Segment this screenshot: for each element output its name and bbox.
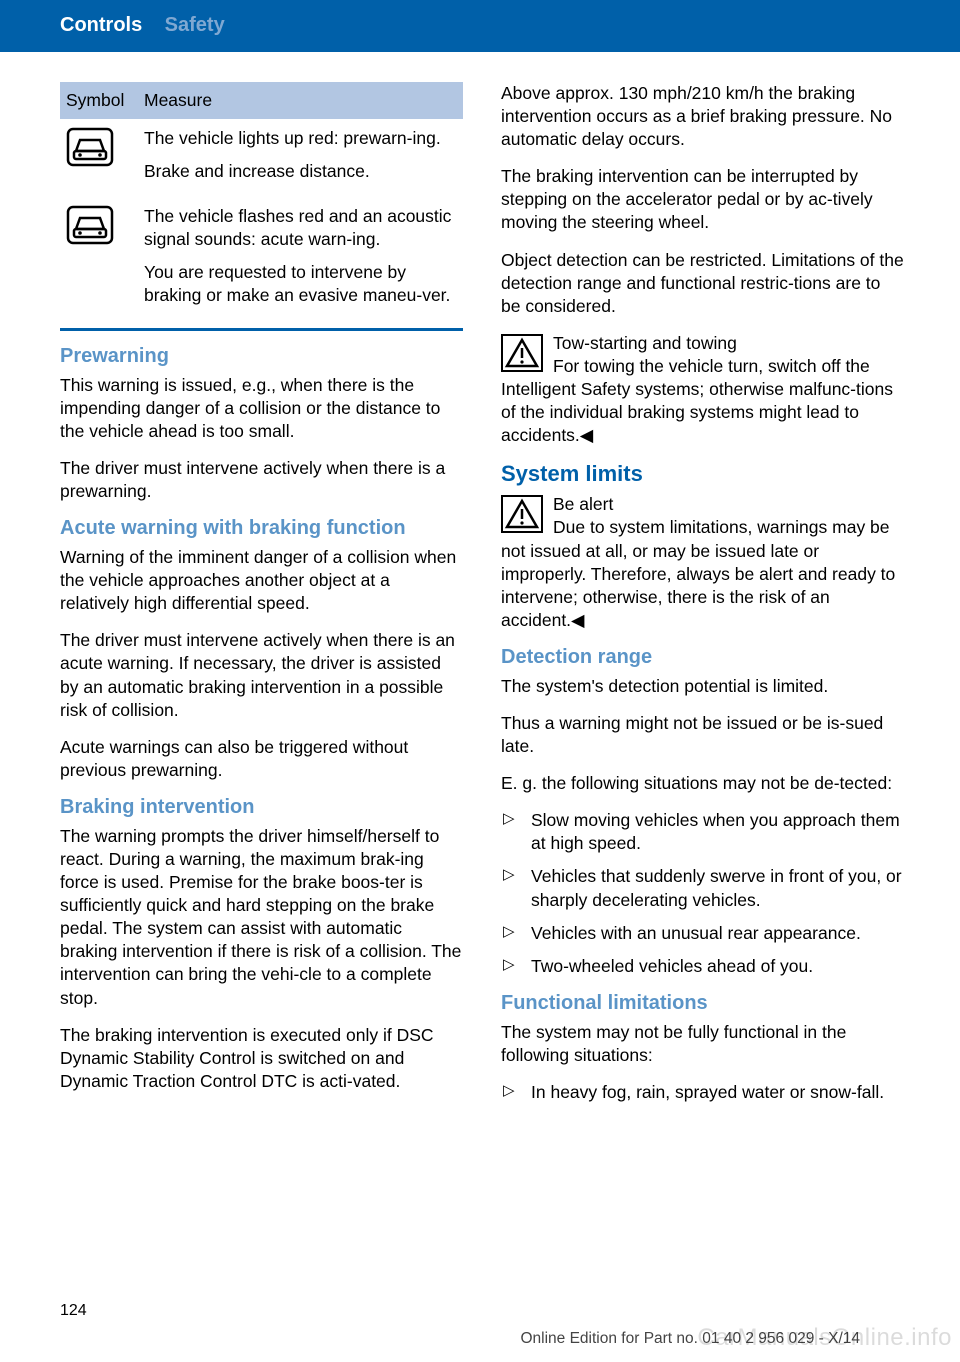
table-header-measure: Measure [138,82,463,119]
body-text: The driver must intervene actively when … [60,457,463,503]
note-title: Tow-starting and towing [553,333,737,353]
body-text: The system may not be fully functional i… [501,1021,904,1067]
warning-note: Be alert Due to system limitations, warn… [501,493,904,632]
symbol-table: Symbol Measure The vehicle lights up red… [60,82,463,322]
body-text: The driver must intervene actively when … [60,629,463,721]
body-text: The braking intervention can be interrup… [501,165,904,234]
vehicle-warning-icon [66,127,114,167]
heading-system-limits: System limits [501,461,904,487]
heading-prewarning: Prewarning [60,345,463,368]
table-header-symbol: Symbol [60,82,138,119]
page-body: Symbol Measure The vehicle lights up red… [0,52,960,1118]
table-row: The vehicle flashes red and an acoustic … [60,197,463,321]
body-text: Thus a warning might not be issued or be… [501,712,904,758]
detection-list: Slow moving vehicles when you approach t… [501,809,904,978]
body-text: Warning of the imminent danger of a coll… [60,546,463,615]
list-item: Vehicles with an unusual rear appearance… [501,922,904,945]
note-body: For towing the vehicle turn, switch off … [501,356,893,445]
list-item: Vehicles that suddenly swerve in front o… [501,865,904,911]
header-subsection: Safety [165,14,225,36]
body-text: E. g. the following situations may not b… [501,772,904,795]
body-text: The braking intervention is executed onl… [60,1024,463,1093]
warning-triangle-icon [501,334,543,372]
body-text: The warning prompts the driver himself/h… [60,825,463,1010]
page-number: 124 [60,1302,87,1320]
symbol-cell [60,197,138,321]
vehicle-warning-icon [66,205,114,245]
body-text: Acute warnings can also be triggered wit… [60,736,463,782]
list-item: Slow moving vehicles when you approach t… [501,809,904,855]
list-item: In heavy fog, rain, sprayed water or sno… [501,1081,904,1104]
note-title: Be alert [553,494,613,514]
page-footer: 124 Online Edition for Part no. 01 40 2 … [0,1304,960,1362]
warning-triangle-icon [501,495,543,533]
heading-functional-limitations: Functional limitations [501,992,904,1015]
body-text: The system's detection potential is limi… [501,675,904,698]
heading-acute-warning: Acute warning with braking function [60,517,463,540]
body-text: Object detection can be restricted. Limi… [501,249,904,318]
right-column: Above approx. 130 mph/210 km/h the braki… [501,82,904,1118]
functional-list: In heavy fog, rain, sprayed water or sno… [501,1081,904,1104]
measure-cell: The vehicle lights up red: prewarn‐ing. … [138,119,463,197]
note-body: Due to system limitations, warnings may … [501,517,895,629]
list-item: Two-wheeled vehicles ahead of you. [501,955,904,978]
header-section: Controls [60,14,142,36]
symbol-cell [60,119,138,197]
body-text: This warning is issued, e.g., when there… [60,374,463,443]
watermark-text: CarManualsOnline.info [697,1324,952,1352]
warning-note: Tow-starting and towing For towing the v… [501,332,904,447]
measure-cell: The vehicle flashes red and an acoustic … [138,197,463,321]
measure-text: The vehicle lights up red: prewarn‐ing. [144,127,457,150]
table-row: The vehicle lights up red: prewarn‐ing. … [60,119,463,197]
heading-detection-range: Detection range [501,646,904,669]
heading-braking-intervention: Braking intervention [60,796,463,819]
left-column: Symbol Measure The vehicle lights up red… [60,82,463,1118]
measure-text: You are requested to intervene by brakin… [144,261,457,307]
body-text: Above approx. 130 mph/210 km/h the braki… [501,82,904,151]
measure-text: Brake and increase distance. [144,160,457,183]
table-rule [60,328,463,331]
page-header: Controls Safety [0,0,960,52]
measure-text: The vehicle flashes red and an acoustic … [144,205,457,251]
